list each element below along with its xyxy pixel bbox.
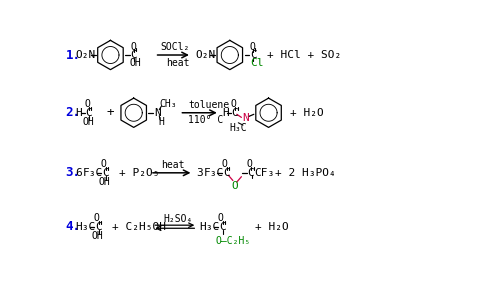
Text: OH: OH	[99, 177, 110, 187]
Text: H: H	[75, 108, 82, 118]
Text: F₃C: F₃C	[82, 168, 103, 178]
Text: N: N	[242, 113, 249, 123]
Text: C: C	[247, 168, 254, 178]
Text: H₃C: H₃C	[75, 222, 96, 232]
Text: OH: OH	[82, 117, 94, 127]
Text: O₂N: O₂N	[195, 50, 215, 60]
Text: O: O	[131, 42, 137, 52]
Text: O: O	[101, 159, 106, 169]
Text: C: C	[250, 50, 257, 60]
Text: CH₃: CH₃	[159, 99, 177, 108]
Text: heat: heat	[166, 58, 190, 68]
Text: O: O	[84, 99, 90, 109]
Text: SOCl₂: SOCl₂	[161, 42, 190, 52]
Text: N: N	[154, 108, 161, 118]
Text: F₃C: F₃C	[204, 168, 224, 178]
Text: toluene: toluene	[188, 100, 229, 110]
Text: C: C	[219, 222, 226, 232]
Text: CF₃: CF₃	[254, 168, 275, 178]
Text: O: O	[246, 159, 252, 169]
Text: 2.: 2.	[66, 106, 80, 119]
Text: H: H	[159, 117, 164, 127]
Text: O: O	[93, 213, 99, 223]
Text: C: C	[86, 108, 92, 118]
Text: + C₂H₅OH: + C₂H₅OH	[112, 222, 166, 232]
Text: 110° C: 110° C	[188, 115, 223, 125]
Text: OH: OH	[129, 58, 141, 68]
Text: heat: heat	[161, 160, 184, 170]
Text: Cl: Cl	[250, 58, 263, 69]
Text: H: H	[222, 108, 229, 118]
Text: 6: 6	[75, 168, 82, 178]
Text: O₂N: O₂N	[75, 50, 96, 60]
Text: C: C	[231, 108, 238, 118]
Text: + P₂O₅: + P₂O₅	[119, 168, 159, 178]
Text: +: +	[106, 106, 114, 119]
Text: O: O	[217, 213, 223, 223]
Text: 4.: 4.	[66, 220, 80, 233]
Text: O: O	[231, 99, 237, 109]
Text: O–C₂H₅: O–C₂H₅	[216, 236, 251, 246]
Text: OH: OH	[92, 231, 104, 241]
Text: C: C	[223, 168, 230, 178]
Text: + H₂O: + H₂O	[255, 222, 289, 232]
Text: 1.: 1.	[66, 49, 80, 61]
Text: O: O	[250, 42, 256, 52]
Text: H₃C: H₃C	[229, 123, 246, 133]
Text: + 2 H₃PO₄: + 2 H₃PO₄	[275, 168, 336, 178]
Text: H₃C: H₃C	[200, 222, 220, 232]
Text: O: O	[231, 181, 238, 191]
Text: C: C	[102, 168, 108, 178]
Text: + HCl + SO₂: + HCl + SO₂	[267, 50, 341, 60]
Text: H₂SO₄: H₂SO₄	[163, 214, 193, 224]
Text: O: O	[221, 159, 227, 169]
Text: + H₂O: + H₂O	[290, 108, 324, 118]
Text: C: C	[95, 222, 102, 232]
Text: 3: 3	[197, 168, 203, 178]
Text: 3.: 3.	[66, 166, 80, 179]
Text: C: C	[131, 50, 138, 60]
